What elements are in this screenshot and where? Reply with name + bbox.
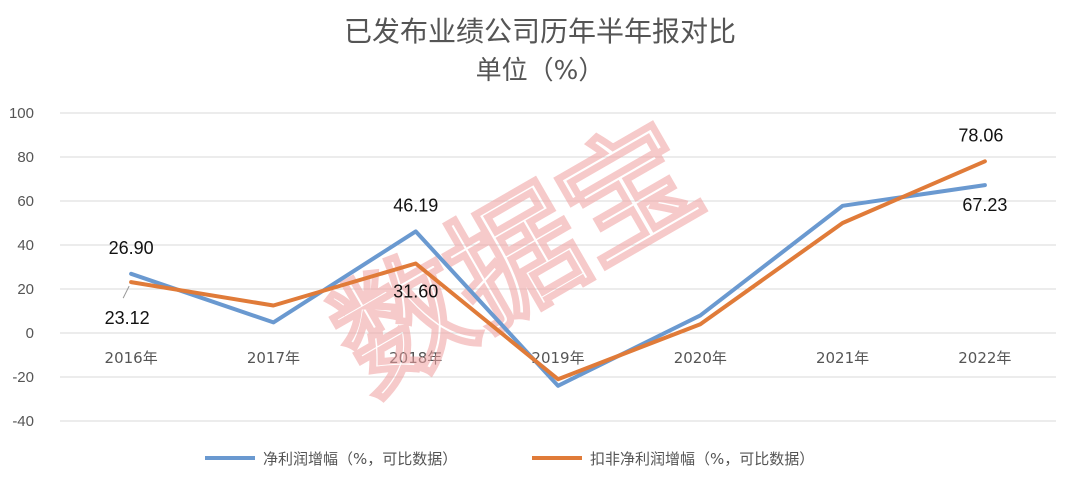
data-label: 23.12 xyxy=(105,308,150,328)
chart-title: 已发布业绩公司历年半年报对比 xyxy=(344,15,736,48)
x-tick-label: 2019年 xyxy=(531,349,584,367)
label-leader-line xyxy=(122,285,130,299)
x-tick-label: 2022年 xyxy=(958,349,1011,367)
data-label: 67.23 xyxy=(962,195,1007,215)
y-tick-label: -40 xyxy=(12,413,34,430)
y-tick-label: 100 xyxy=(9,105,34,122)
chart-subtitle: 单位（%） xyxy=(476,56,605,86)
series-line-1 xyxy=(129,183,987,388)
gridlines xyxy=(60,112,1056,422)
y-axis: -40 -20 0 20 40 60 80 100 xyxy=(9,105,34,430)
data-label: 31.60 xyxy=(393,281,438,301)
y-tick-label: 80 xyxy=(17,149,34,166)
y-tick-label: -20 xyxy=(12,369,34,386)
x-tick-label: 2020年 xyxy=(674,349,727,367)
data-label: 46.19 xyxy=(393,195,438,215)
legend-label-2: 扣非净利润增幅（%，可比数据） xyxy=(590,450,814,468)
legend-label-1: 净利润增幅（%，可比数据） xyxy=(263,450,457,468)
x-tick-label: 2021年 xyxy=(816,349,869,367)
data-labels: 26.90 46.19 67.23 23.12 31.60 78.06 xyxy=(105,125,1008,328)
y-tick-label: 60 xyxy=(17,193,34,210)
series-group xyxy=(129,159,987,388)
x-tick-label: 2017年 xyxy=(247,349,300,367)
series-line-2 xyxy=(129,159,987,382)
data-label: 78.06 xyxy=(958,125,1003,145)
data-label: 26.90 xyxy=(109,238,154,258)
y-tick-label: 0 xyxy=(26,325,34,342)
x-tick-label: 2016年 xyxy=(105,349,158,367)
legend: 净利润增幅（%，可比数据） 扣非净利润增幅（%，可比数据） xyxy=(205,450,814,468)
y-tick-label: 20 xyxy=(17,281,34,298)
x-axis: 2016年 2017年 2018年 2019年 2020年 2021年 2022年 xyxy=(105,349,1012,367)
x-tick-label: 2018年 xyxy=(389,349,442,367)
y-tick-label: 40 xyxy=(17,237,34,254)
